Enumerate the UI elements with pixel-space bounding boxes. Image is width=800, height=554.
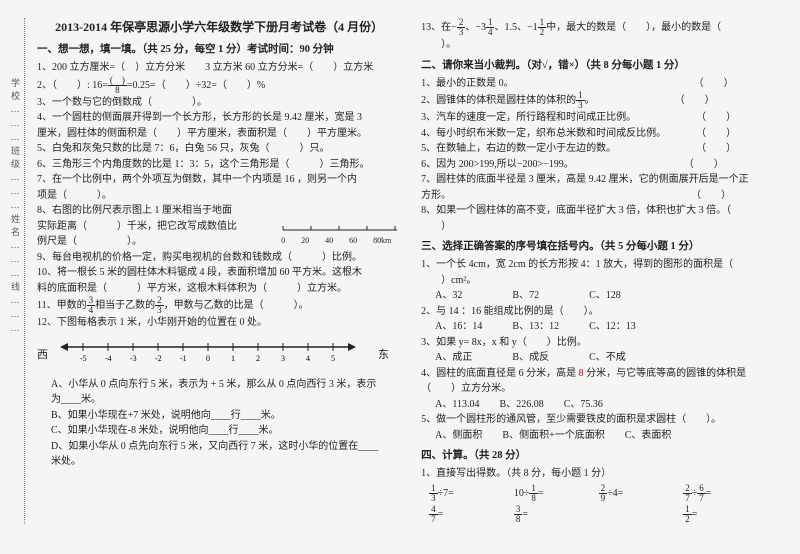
- opt-a2: 为____米。: [51, 392, 401, 408]
- c5o: A、侧面积 B、侧面积+一个底面积 C、表面积: [435, 428, 768, 444]
- west-label: 西: [37, 346, 48, 362]
- q6: 6、三角形三个内角度数的比是 1：3：5，这个三角形是（ ）三角形。: [37, 157, 401, 173]
- c4a: 4、圆柱的底面直径是 6 分米，高是 8 分米，与它等底等高的圆锥的体积是: [421, 366, 768, 382]
- svg-text:-3: -3: [130, 354, 137, 363]
- binding-line: [24, 18, 25, 524]
- q11: 11、甲数的34相当于乙数的23，甲数与乙数的比是（ ）。: [37, 296, 401, 315]
- opt-d2: 米处。: [51, 454, 401, 470]
- q5: 5、白兔和灰兔只数的比是 7：6，白兔 56 只，灰兔（ ）只。: [37, 141, 401, 157]
- c1o: A、32 B、72 C、128: [435, 288, 768, 304]
- section-2-heading: 二、请你来当小裁判。（对√，错×）（共 8 分每小题 1 分）: [421, 57, 768, 72]
- exam-page: 学校………班级………姓名………线……… 2013-2014 年保亭思源小学六年级…: [0, 0, 800, 524]
- c4o: A、113.04 B、226.08 C、75.36: [435, 397, 768, 413]
- red-8: 8: [579, 368, 584, 379]
- opt-c: C、如果小华现在-8 米处，说明他向____行____米。: [51, 423, 401, 439]
- calc1d: 27÷67=: [683, 484, 768, 503]
- s4a: 1、直接写出得数。（共 8 分，每小题 1 分）: [421, 466, 768, 482]
- c4b: （ ）立方分米。: [421, 381, 768, 397]
- calc2c: [599, 505, 684, 524]
- calc2a: 47=: [429, 505, 514, 524]
- calc-row-2: 47= 38= 12=: [429, 505, 768, 524]
- q8a-text: 8、右图的比例尺表示图上 1 厘米相当于地面: [37, 205, 232, 216]
- frac-2-3: 23: [155, 296, 164, 315]
- p3: 3、汽车的速度一定，所行路程和时间成正比例。 （ ）: [421, 110, 768, 126]
- frac-1-2: 12: [538, 18, 547, 37]
- svg-text:3: 3: [281, 354, 285, 363]
- q8c: 例尺是（ ）。: [37, 234, 281, 250]
- q7a: 7、在一个比例中，两个外项互为倒数，其中一个内项是 16 ，则另一个内: [37, 172, 401, 188]
- q2: 2、（ ）: 16=( )8=0.25=（ ）÷32=（ ）%: [37, 76, 401, 95]
- svg-text:2: 2: [256, 354, 260, 363]
- svg-text:-5: -5: [80, 354, 87, 363]
- svg-text:-2: -2: [155, 354, 162, 363]
- svg-text:0: 0: [206, 354, 210, 363]
- calc-row-1: 13÷7= 10÷18= 29÷4= 27÷67=: [429, 484, 768, 503]
- frac-1-3: 13: [576, 91, 585, 110]
- q3: 3、一个数与它的倒数成（ ）。: [37, 95, 401, 111]
- q10a: 10、将一根长 5 米的圆柱体木料锯成 4 段，表面积增加 60 平方米。这根木: [37, 265, 401, 281]
- q4b: 厘米，圆柱体的侧面积是（ ）平方厘米，表面积是（ ）平方厘米。: [37, 126, 401, 142]
- scale-svg: [281, 221, 401, 233]
- scale-bar: 0 20 40 60 80km: [281, 219, 401, 246]
- exam-title: 2013-2014 年保亭思源小学六年级数学下册月考试卷（4 月份）: [37, 18, 401, 35]
- p6: 6、因为 200>199,所以−200>−199。 （ ）: [421, 157, 768, 173]
- p7b: 方形。 （ ）: [421, 188, 768, 204]
- c1b: ）cm²。: [421, 273, 768, 289]
- p8a: 8、如果一个圆柱体的高不变，底面半径扩大 3 倍，体积也扩大 3 倍。（: [421, 203, 768, 219]
- calc1c: 29÷4=: [599, 484, 684, 503]
- p2: 2、圆锥体的体积是圆柱体的体积的13。 （ ）: [421, 91, 768, 110]
- svg-text:5: 5: [331, 354, 335, 363]
- opt-d: D、如果小华从 0 点先向东行 5 米，又向西行 7 米，这时小华的位置在___…: [51, 439, 401, 455]
- calc1a: 13÷7=: [429, 484, 514, 503]
- c2: 2、与 14 ：16 能组成比例的是（ ）。: [421, 304, 768, 320]
- number-line-svg: -5 -4 -3 -2 -1 0 1 2 3 4 5: [58, 335, 378, 375]
- left-column: 2013-2014 年保亭思源小学六年级数学下册月考试卷（4 月份） 一、想一想…: [27, 18, 411, 524]
- scale-labels: 0 20 40 60 80km: [281, 235, 401, 246]
- frac-1-4: 14: [486, 18, 495, 37]
- p4: 4、每小时织布米数一定，织布总米数和时间成反比例。 （ ）: [421, 126, 768, 142]
- c1a: 1、一个长 4cm，宽 2cm 的长方形按 4：1 放大，得到的图形的面积是（: [421, 257, 768, 273]
- p8b: ）: [421, 219, 768, 235]
- frac-3-4: 34: [87, 296, 96, 315]
- calc2d: 12=: [683, 505, 768, 524]
- q9: 9、每台电视机的价格一定，购买电视机的台数和钱数成（ ）比例。: [37, 250, 401, 266]
- c3: 3、如果 y= 8x，x 和 y（ ）比例。: [421, 335, 768, 351]
- p7a: 7、圆柱体的底面半径是 3 厘米，高是 9.42 厘米，它的侧面展开后是一个正: [421, 172, 768, 188]
- q10b: 料的底面积是（ ）平方米，这根木料体积为（ ）立方米。: [37, 281, 401, 297]
- right-column: 13、在−23、−314、1.5、−112中，最大的数是（ ），最小的数是（ ）…: [411, 18, 778, 524]
- section-1-heading: 一、想一想，填一填。（共 25 分，每空 1 分）考试时间：90 分钟: [37, 41, 401, 56]
- c5a: 5、做一个圆柱形的通风管，至少需要铁皮的面积是求圆柱（ ）。: [421, 412, 768, 428]
- number-line: 西 -5 -4 -3 -2 -1 0 1 2 3 4 5: [37, 331, 401, 377]
- calc1b: 10÷18=: [514, 484, 599, 503]
- frac-blank-8: ( )8: [108, 76, 127, 95]
- q12: 12、下图每格表示 1 米，小华刚开始的位置在 0 处。: [37, 315, 401, 331]
- q7b: 项是（ ）。: [37, 188, 401, 204]
- q8a: 8、右图的比例尺表示图上 1 厘米相当于地面: [37, 203, 401, 219]
- svg-text:-1: -1: [180, 354, 187, 363]
- svg-text:-4: -4: [105, 354, 112, 363]
- binding-label: 学校………班级………姓名………线………: [8, 18, 22, 524]
- section-3-heading: 三、选择正确答案的序号填在括号内。（共 5 分每小题 1 分）: [421, 238, 768, 253]
- c2o: A、16：14 B、13：12 C、12：13: [435, 319, 768, 335]
- p1: 1、最小的正数是 0。 （ ）: [421, 76, 768, 92]
- q1: 1、200 立方厘米=（ ）立方分米 3 立方米 60 立方分米=（ ）立方米: [37, 60, 401, 76]
- opt-b: B、如果小华现在+7 米处，说明他向____行____米。: [51, 408, 401, 424]
- svg-text:1: 1: [231, 354, 235, 363]
- q13b: ）。: [421, 37, 768, 53]
- opt-a: A、小华从 0 点向东行 5 米，表示为 + 5 米，那么从 0 点向西行 3 …: [51, 377, 401, 393]
- c3o: A、成正 B、成反 C、不成: [435, 350, 768, 366]
- q4a: 4、一个圆柱的侧面展开得到一个长方形，长方形的长是 9.42 厘米，宽是 3: [37, 110, 401, 126]
- calc2b: 38=: [514, 505, 599, 524]
- east-label: 东: [378, 346, 389, 362]
- q8b: 实际距离（ ）千米，把它改写成数值比: [37, 219, 281, 235]
- q13a: 13、在−23、−314、1.5、−112中，最大的数是（ ），最小的数是（: [421, 18, 768, 37]
- svg-text:4: 4: [306, 354, 310, 363]
- p5: 5、在数轴上，右边的数一定小于左边的数。 （ ）: [421, 141, 768, 157]
- section-4-heading: 四、计算。（共 28 分）: [421, 447, 768, 462]
- frac-2-3b: 23: [457, 18, 466, 37]
